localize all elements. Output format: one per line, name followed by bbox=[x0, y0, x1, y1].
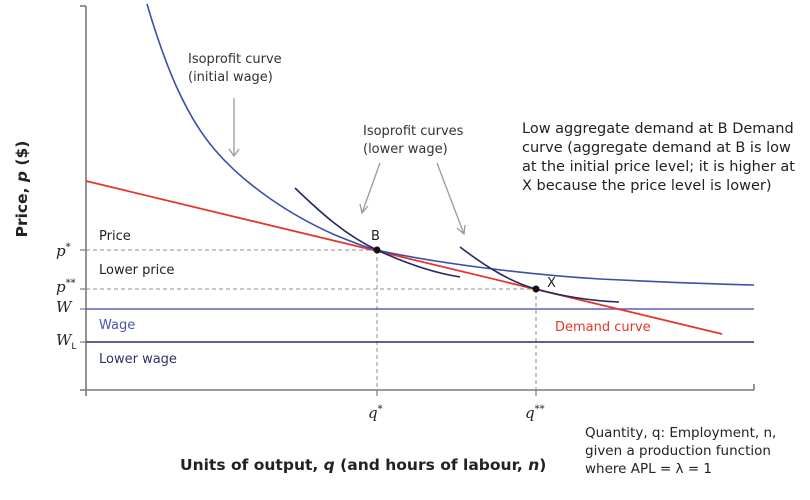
x-axis-title: Units of output, q (and hours of labour,… bbox=[180, 456, 546, 474]
arrow-lower-left bbox=[361, 162, 381, 214]
tick-label-wl: WL bbox=[56, 332, 76, 355]
demand-curve bbox=[85, 180, 723, 335]
point-b bbox=[373, 246, 381, 254]
x-axis-title-part3: ) bbox=[539, 456, 547, 474]
arrow-initial-head bbox=[228, 148, 240, 158]
x-axis-title-var-q: q bbox=[323, 456, 335, 474]
axes bbox=[80, 5, 755, 396]
label-wage: Wage bbox=[99, 318, 136, 333]
tick-q-star-var: q bbox=[368, 404, 378, 422]
tick-p-star2-sup: ** bbox=[65, 278, 76, 289]
arrow-lower-right-head bbox=[456, 224, 466, 236]
isoprofit-curve-initial bbox=[146, 3, 755, 286]
tick-q-star2-var: q bbox=[525, 404, 535, 422]
tick-label-p-star2: p** bbox=[56, 276, 76, 295]
tick-wl-var: W bbox=[56, 331, 72, 349]
annotation-quantity-note: Quantity, q: Employment, n, given a prod… bbox=[585, 425, 777, 477]
y-axis-title: Price, p ($) bbox=[13, 134, 31, 244]
x-axis-title-part1: Units of output, bbox=[180, 456, 324, 474]
tick-q-star-sup: * bbox=[377, 404, 383, 415]
tick-label-q-star2: q** bbox=[525, 402, 545, 421]
x-axis-title-var-n: n bbox=[528, 456, 540, 474]
label-point-b: B bbox=[371, 229, 380, 244]
tick-wl-sub: L bbox=[71, 342, 77, 352]
arrow-lower-left-head bbox=[359, 203, 369, 215]
y-axis-title-var: p bbox=[13, 170, 31, 183]
label-lower-wage: Lower wage bbox=[99, 352, 177, 367]
x-axis-title-part2: (and hours of labour, bbox=[334, 456, 529, 474]
tick-label-w: W bbox=[56, 299, 71, 315]
point-x bbox=[532, 285, 540, 293]
label-point-x: X bbox=[547, 276, 556, 291]
label-demand-curve: Demand curve bbox=[555, 320, 651, 335]
annotation-isoprofit-lower: Isoprofit curves (lower wage) bbox=[363, 123, 463, 159]
tick-label-q-star: q* bbox=[368, 402, 383, 421]
y-axis-title-unit: ($) bbox=[13, 140, 31, 171]
guide-lines bbox=[86, 249, 537, 390]
annotation-isoprofit-initial-line2: (initial wage) bbox=[188, 70, 273, 85]
tick-label-p-star: p* bbox=[56, 240, 71, 259]
tick-q-star2-sup: ** bbox=[534, 404, 545, 415]
label-lower-price: Lower price bbox=[99, 263, 175, 278]
annotation-isoprofit-initial: Isoprofit curve (initial wage) bbox=[188, 51, 282, 87]
annotation-isoprofit-initial-line1: Isoprofit curve bbox=[188, 52, 282, 67]
annotation-isoprofit-lower-line2: (lower wage) bbox=[363, 142, 448, 157]
tick-p-star-sup: * bbox=[65, 242, 71, 253]
tick-p-star2-var: p bbox=[56, 278, 66, 296]
annotation-arrows bbox=[228, 98, 466, 236]
y-axis-title-text: Price, bbox=[13, 182, 31, 238]
label-price: Price bbox=[99, 229, 131, 244]
annotation-demand-note: Low aggregate demand at B Demand curve (… bbox=[522, 121, 795, 194]
tick-p-star-var: p bbox=[56, 242, 66, 260]
annotation-isoprofit-lower-line1: Isoprofit curves bbox=[363, 124, 464, 139]
tick-w-var: W bbox=[56, 298, 72, 316]
arrow-lower-right bbox=[436, 162, 465, 235]
